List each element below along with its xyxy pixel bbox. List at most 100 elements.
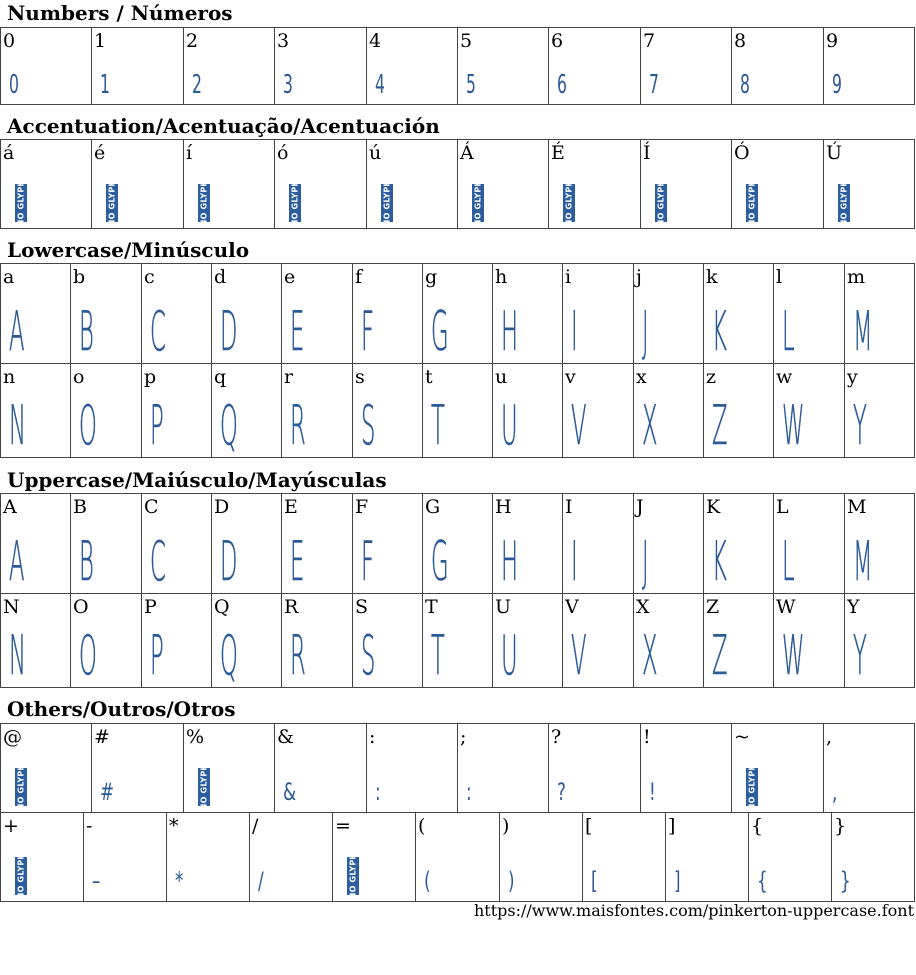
glyph-cell: ,,	[824, 724, 915, 813]
glyph-cell: á NO GLYPH	[1, 140, 92, 229]
glyph-cell-label: ?	[551, 726, 562, 748]
glyph-sample: H	[501, 300, 519, 363]
section-title-uppercase: Uppercase/Maiúsculo/Mayúsculas	[7, 468, 387, 492]
glyph-sample: R	[290, 394, 306, 457]
glyph-cell-label: Ó	[734, 142, 750, 164]
glyph-cell-label: f	[355, 266, 363, 288]
glyph-sample: Q	[220, 394, 238, 457]
glyph-cell-label: K	[706, 496, 721, 518]
glyph-cell-label: %	[186, 726, 205, 748]
glyph-sample: W	[782, 394, 805, 457]
glyph-sample: (	[424, 867, 431, 895]
glyph-cell: ú NO GLYPH	[367, 140, 458, 229]
glyph-cell-label: b	[73, 266, 86, 288]
glyph-sample: L	[782, 300, 795, 363]
section-title-others: Others/Outros/Otros	[7, 697, 236, 721]
glyph-sample: Y	[853, 394, 867, 457]
no-glyph-icon: NO GLYPH	[198, 763, 210, 811]
glyph-sample: T	[431, 394, 445, 457]
glyph-cell-label: 7	[643, 30, 656, 52]
glyph-cell-label: M	[847, 496, 867, 518]
glyph-cell: ]]	[666, 813, 749, 902]
glyph-sample: I	[571, 300, 578, 363]
glyph-cell-label: Z	[706, 596, 720, 618]
glyph-sample: D	[220, 300, 238, 363]
glyph-cell-label: B	[73, 496, 87, 518]
glyph-cell-label: j	[636, 266, 642, 288]
section-title-numbers: Numbers / Números	[7, 1, 233, 25]
glyph-cell-label: E	[284, 496, 298, 518]
glyph-cell-label: W	[776, 596, 796, 618]
glyph-cell-label: L	[776, 496, 789, 518]
glyph-cell: É NO GLYPH	[549, 140, 641, 229]
glyph-sample: 5	[466, 70, 476, 100]
glyph-cell: é NO GLYPH	[92, 140, 184, 229]
glyph-cell-label: =	[335, 815, 351, 837]
glyph-cell-label: Í	[643, 142, 651, 164]
glyph-sample: :	[375, 778, 381, 806]
glyph-cell-label: m	[847, 266, 866, 288]
glyph-sample: {	[757, 867, 768, 895]
glyph-sample: 9	[832, 70, 842, 100]
glyph-cell-label: á	[3, 142, 15, 164]
glyph-sample: H	[501, 530, 519, 593]
glyph-cell: ;:	[458, 724, 549, 813]
glyph-cell-label: Á	[460, 142, 474, 164]
footer-url-link[interactable]: https://www.maisfontes.com/pinkerton-upp…	[473, 901, 914, 920]
glyph-cell: Í NO GLYPH	[641, 140, 732, 229]
glyph-sample: T	[431, 624, 445, 687]
glyph-sample: G	[431, 530, 449, 593]
glyph-sample: #	[100, 778, 115, 806]
glyph-cell-label: ,	[826, 726, 833, 748]
glyph-sample: A	[9, 530, 25, 593]
glyph-sample: 3	[283, 70, 293, 100]
no-glyph-icon: NO GLYPH	[381, 179, 393, 227]
glyph-sample: I	[571, 530, 578, 593]
glyph-cell-label: 8	[734, 30, 747, 52]
no-glyph-icon: NO GLYPH	[655, 179, 667, 227]
glyph-cell-label: É	[551, 142, 565, 164]
glyph-cell-label: ó	[277, 142, 289, 164]
glyph-cell-label: g	[425, 266, 438, 288]
glyph-cell-label: e	[284, 266, 296, 288]
glyph-sample: C	[150, 530, 166, 593]
glyph-cell-label: I	[565, 496, 573, 518]
glyph-cell-label: y	[847, 366, 858, 388]
glyph-cell-label: R	[284, 596, 299, 618]
glyph-cell-label: (	[418, 815, 426, 837]
glyph-cell-label: Y	[847, 596, 860, 618]
glyph-cell-label: n	[3, 366, 16, 388]
glyph-cell: & &	[275, 724, 367, 813]
glyph-cell: [[	[583, 813, 666, 902]
glyph-cell: Ú NO GLYPH	[824, 140, 915, 229]
glyph-cell-label: F	[355, 496, 369, 518]
glyph-cell-label: r	[284, 366, 294, 388]
glyph-cell: ((	[416, 813, 500, 902]
glyph-cell-label: d	[214, 266, 227, 288]
glyph-cell-label: i	[565, 266, 572, 288]
glyph-sample: )	[508, 867, 515, 895]
glyph-cell: % NO GLYPH	[184, 724, 275, 813]
glyph-sample: K	[712, 300, 727, 363]
glyph-sample: ]	[674, 867, 681, 895]
no-glyph-icon: NO GLYPH	[106, 179, 118, 227]
glyph-sample: Z	[712, 394, 728, 457]
